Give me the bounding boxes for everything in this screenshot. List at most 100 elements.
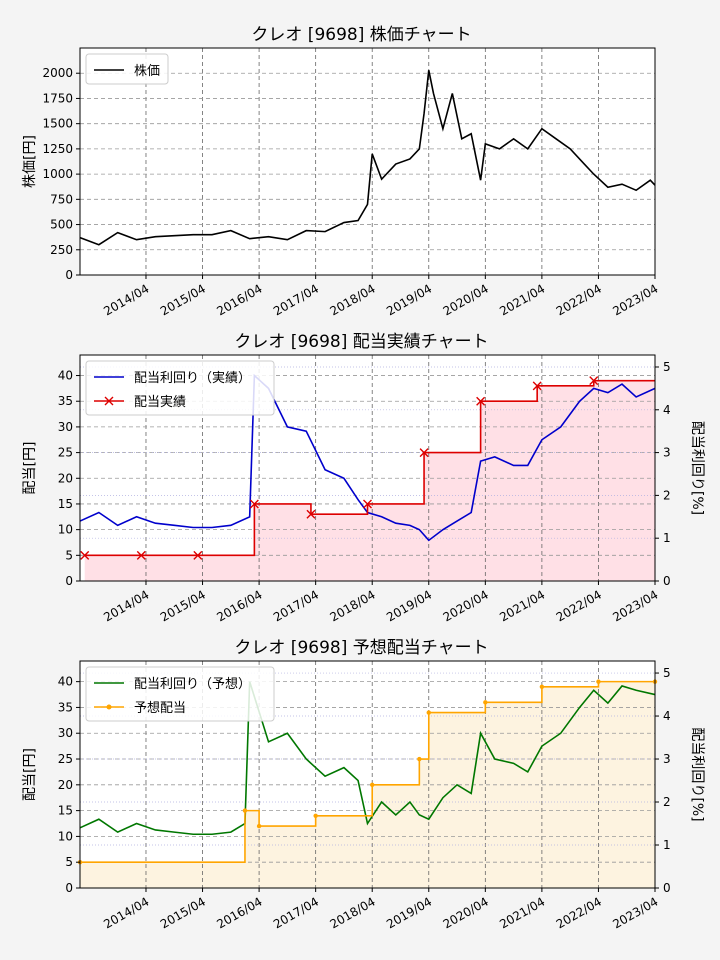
axes-frame xyxy=(79,354,656,582)
x-tick-label: 2023/04 xyxy=(610,587,660,624)
y-right-tick-label: 5 xyxy=(663,360,671,374)
y-right-axis-label: 配当利回り[%] xyxy=(689,727,705,821)
x-tick-label: 2019/04 xyxy=(384,894,434,931)
x-tick-label: 2018/04 xyxy=(328,587,378,624)
data-point-marker xyxy=(370,782,375,788)
data-point-marker xyxy=(589,376,599,386)
y-tick-label: 35 xyxy=(58,700,73,714)
y-axis-label: 配当[円] xyxy=(22,748,38,801)
y-tick-label: 750 xyxy=(50,192,73,206)
legend-label: 株価 xyxy=(134,64,160,79)
y-tick-label: 15 xyxy=(58,804,73,818)
y-right-tick-label: 0 xyxy=(663,574,671,588)
x-tick-label: 2020/04 xyxy=(441,894,491,931)
y-right-tick-label: 0 xyxy=(663,881,671,895)
chart-panel-2 xyxy=(76,660,659,892)
y-tick-label: 1750 xyxy=(42,91,73,105)
data-point-marker xyxy=(136,550,146,560)
y-tick-label: 5 xyxy=(65,855,73,869)
x-tick-label: 2017/04 xyxy=(271,587,321,624)
legend-label: 配当利回り（予想） xyxy=(134,676,251,692)
y-right-tick-label: 4 xyxy=(663,709,671,723)
series-line-0 xyxy=(79,70,656,246)
y-right-tick-label: 1 xyxy=(663,838,671,852)
y-tick-label: 15 xyxy=(58,497,73,511)
data-point-marker xyxy=(313,813,318,818)
chart-panel-0 xyxy=(76,47,656,279)
data-point-marker xyxy=(256,823,262,829)
series-line-1 xyxy=(80,680,655,864)
y-right-tick-label: 3 xyxy=(663,752,671,766)
data-point-marker xyxy=(193,550,203,560)
y-tick-label: 1500 xyxy=(42,117,73,131)
y-tick-label: 10 xyxy=(58,523,73,537)
y-tick-label: 1250 xyxy=(42,142,73,156)
x-tick-label: 2018/04 xyxy=(328,281,378,318)
data-point-marker xyxy=(249,499,259,509)
x-tick-label: 2017/04 xyxy=(271,281,321,318)
y-right-tick-label: 4 xyxy=(663,403,671,417)
x-tick-label: 2015/04 xyxy=(158,587,208,624)
x-tick-label: 2019/04 xyxy=(384,587,434,624)
data-point-marker xyxy=(306,509,316,519)
legend-label: 配当実績 xyxy=(134,394,186,410)
y-tick-label: 35 xyxy=(58,394,73,408)
y-right-tick-label: 5 xyxy=(663,666,671,680)
dividend-area-fill xyxy=(80,681,655,888)
series-line-0 xyxy=(79,373,656,542)
x-tick-label: 2021/04 xyxy=(497,587,547,624)
legend-box xyxy=(85,666,275,722)
legend xyxy=(85,360,275,416)
y-tick-label: 10 xyxy=(58,829,73,843)
legend-box xyxy=(85,360,275,416)
legend-label: 予想配当 xyxy=(134,700,186,716)
y-tick-label: 30 xyxy=(58,420,73,434)
x-tick-label: 2022/04 xyxy=(554,894,604,931)
data-point-marker xyxy=(419,448,429,458)
y-axis-label: 配当[円] xyxy=(22,442,38,495)
x-tick-label: 2021/04 xyxy=(497,281,547,318)
series-line-1 xyxy=(84,379,655,557)
x-tick-label: 2016/04 xyxy=(214,894,264,931)
data-point-marker xyxy=(596,679,601,684)
plot-area xyxy=(80,48,655,275)
y-right-tick-label: 3 xyxy=(663,446,671,460)
y-tick-label: 20 xyxy=(58,778,73,792)
x-tick-label: 2019/04 xyxy=(384,281,434,318)
x-tick-label: 2020/04 xyxy=(441,281,491,318)
x-tick-label: 2016/04 xyxy=(214,587,264,624)
y-tick-label: 0 xyxy=(65,881,73,895)
x-tick-label: 2014/04 xyxy=(101,281,151,318)
y-tick-label: 25 xyxy=(58,446,73,460)
chart-title: クレオ [9698] 株価チャート xyxy=(251,25,471,45)
legend xyxy=(85,53,169,85)
y-right-tick-label: 2 xyxy=(663,488,671,502)
chart-title: クレオ [9698] 予想配当チャート xyxy=(234,638,488,658)
y-right-tick-label: 2 xyxy=(663,795,671,809)
x-tick-label: 2015/04 xyxy=(158,894,208,931)
data-point-marker xyxy=(532,381,542,391)
y-axis-label: 株価[円] xyxy=(22,135,38,188)
x-tick-label: 2018/04 xyxy=(328,894,378,931)
y-tick-label: 25 xyxy=(58,752,73,766)
data-point-marker xyxy=(417,756,422,762)
dividend-area-fill xyxy=(84,380,655,581)
y-tick-label: 500 xyxy=(50,218,73,232)
x-tick-label: 2022/04 xyxy=(554,587,604,624)
axes-frame xyxy=(79,660,656,889)
y-tick-label: 40 xyxy=(58,675,73,689)
x-tick-label: 2014/04 xyxy=(101,894,151,931)
chart-panel-1 xyxy=(76,354,659,585)
data-point-marker xyxy=(483,700,488,705)
chart-title: クレオ [9698] 配当実績チャート xyxy=(234,332,488,352)
y-tick-label: 0 xyxy=(65,268,73,282)
axes-frame xyxy=(79,47,656,276)
legend-marker xyxy=(104,396,114,406)
legend-label: 配当利回り（実績） xyxy=(134,370,251,386)
data-point-marker xyxy=(426,710,431,715)
legend xyxy=(85,666,275,722)
y-tick-label: 0 xyxy=(65,574,73,588)
series-line-0 xyxy=(79,681,656,836)
y-tick-label: 40 xyxy=(58,369,73,383)
